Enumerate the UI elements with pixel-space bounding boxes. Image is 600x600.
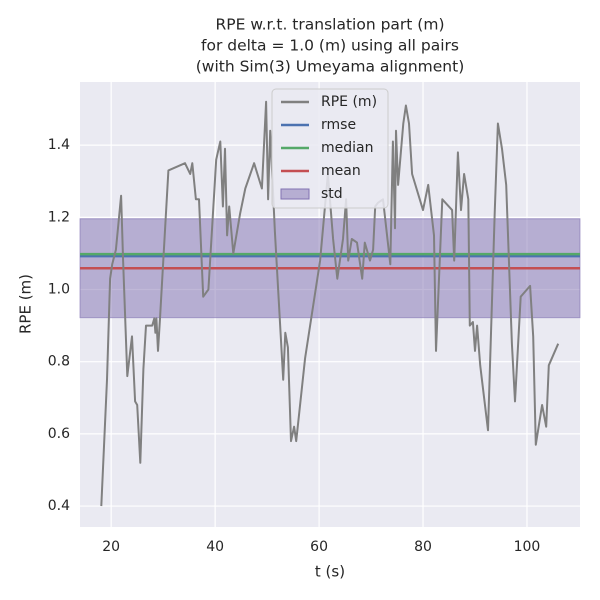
y-tick-label: 1.0 xyxy=(48,282,70,298)
legend-label: median xyxy=(321,140,373,156)
line xyxy=(100,100,560,507)
legend-label: rmse xyxy=(321,117,356,133)
x-tick-label: 80 xyxy=(414,539,432,555)
legend-label: std xyxy=(321,186,343,202)
x-tick-label: 60 xyxy=(310,539,328,555)
legend-swatch xyxy=(280,188,310,200)
chart-title: for delta = 1.0 (m) using all pairs xyxy=(201,37,459,55)
y-axis-label: RPE (m) xyxy=(17,274,35,334)
y-tick-label: 0.8 xyxy=(48,354,70,370)
x-tick-label: 100 xyxy=(514,539,541,555)
y-tick-label: 0.4 xyxy=(48,498,70,514)
y-tick-label: 1.4 xyxy=(48,137,70,153)
x-tick-label: 20 xyxy=(102,539,120,555)
legend-label: RPE (m) xyxy=(321,94,377,110)
chart-title: (with Sim(3) Umeyama alignment) xyxy=(196,58,465,76)
x-axis-label: t (s) xyxy=(315,563,345,581)
x-tick-label: 40 xyxy=(206,539,224,555)
y-tick-label: 1.2 xyxy=(48,209,70,225)
legend-label: mean xyxy=(321,163,361,179)
chart-title: RPE w.r.t. translation part (m) xyxy=(215,16,444,34)
legend-box xyxy=(271,88,389,209)
y-tick-label: 0.6 xyxy=(48,426,70,442)
